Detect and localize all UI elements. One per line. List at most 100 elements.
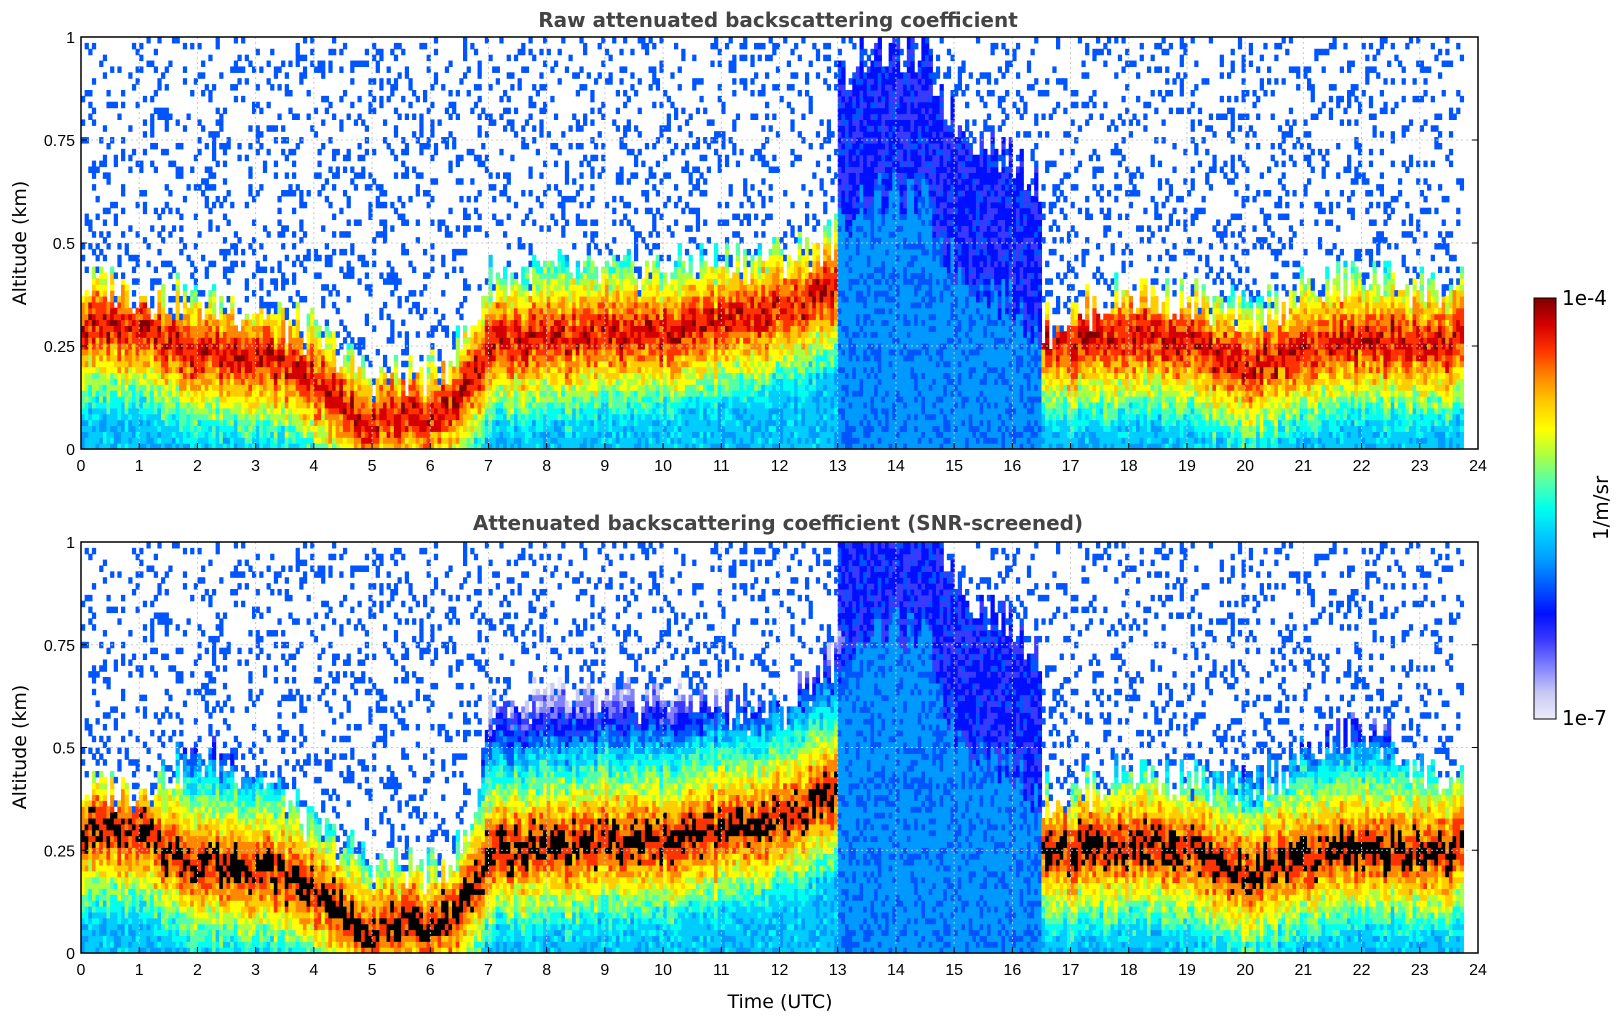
- heatmap-cell: [245, 55, 249, 61]
- heatmap-cell: [230, 361, 234, 367]
- heatmap-cell: [281, 331, 285, 337]
- heatmap-cell: [321, 331, 325, 337]
- heatmap-cell: [314, 355, 318, 361]
- heatmap-cell: [259, 331, 263, 337]
- heatmap-cell: [92, 278, 96, 284]
- heatmap-cell: [176, 320, 180, 326]
- heatmap-cell: [103, 72, 107, 78]
- heatmap-cell: [176, 208, 180, 214]
- heatmap-cell: [321, 402, 325, 408]
- heatmap-cell: [88, 114, 92, 120]
- heatmap-cell: [274, 420, 278, 426]
- heatmap-cell: [227, 349, 231, 355]
- heatmap-cell: [259, 108, 263, 114]
- heatmap-cell: [201, 331, 205, 337]
- heatmap-cell: [307, 431, 311, 437]
- heatmap-cell: [299, 190, 303, 196]
- heatmap-cell: [303, 425, 307, 431]
- heatmap-cell: [303, 378, 307, 384]
- heatmap-cell: [161, 431, 165, 437]
- heatmap-cell: [241, 425, 245, 431]
- heatmap-cell: [106, 314, 110, 320]
- heatmap-cell: [292, 396, 296, 402]
- heatmap-cell: [139, 337, 143, 343]
- heatmap-cell: [172, 396, 176, 402]
- heatmap-cell: [161, 390, 165, 396]
- heatmap-cell: [227, 402, 231, 408]
- heatmap-cell: [263, 331, 267, 337]
- heatmap-cell: [132, 278, 136, 284]
- heatmap-cell: [317, 425, 321, 431]
- heatmap-cell: [114, 408, 118, 414]
- heatmap-cell: [227, 361, 231, 367]
- heatmap-cell: [307, 402, 311, 408]
- heatmap-cell: [245, 331, 249, 337]
- heatmap-cell: [110, 355, 114, 361]
- heatmap-cell: [161, 108, 165, 114]
- heatmap-cell: [256, 402, 260, 408]
- heatmap-cell: [161, 384, 165, 390]
- heatmap-cell: [190, 325, 194, 331]
- heatmap-cell: [227, 267, 231, 273]
- heatmap-cell: [317, 349, 321, 355]
- heatmap-cell: [114, 349, 118, 355]
- heatmap-cell: [277, 367, 281, 373]
- heatmap-cell: [121, 331, 125, 337]
- heatmap-cell: [201, 367, 205, 373]
- heatmap-cell: [256, 414, 260, 420]
- heatmap-cell: [85, 420, 89, 426]
- heatmap-cell: [106, 337, 110, 343]
- heatmap-cell: [241, 261, 245, 267]
- heatmap-cell: [110, 290, 114, 296]
- heatmap-cell: [197, 184, 201, 190]
- heatmap-cell: [241, 337, 245, 343]
- heatmap-cell: [161, 325, 165, 331]
- heatmap-cell: [237, 408, 241, 414]
- heatmap-cell: [212, 390, 216, 396]
- heatmap-cell: [296, 378, 300, 384]
- heatmap-cell: [292, 408, 296, 414]
- heatmap-cell: [208, 396, 212, 402]
- heatmap-cell: [299, 349, 303, 355]
- heatmap-cell: [245, 314, 249, 320]
- heatmap-cell: [99, 420, 103, 426]
- heatmap-cell: [85, 296, 89, 302]
- heatmap-cell: [139, 425, 143, 431]
- heatmap-cell: [270, 390, 274, 396]
- heatmap-cell: [230, 325, 234, 331]
- heatmap-cell: [165, 408, 169, 414]
- heatmap-cell: [172, 296, 176, 302]
- heatmap-cell: [176, 355, 180, 361]
- heatmap-cell: [117, 296, 121, 302]
- heatmap-cell: [96, 425, 100, 431]
- heatmap-cell: [277, 219, 281, 225]
- heatmap-cell: [88, 408, 92, 414]
- heatmap-cell: [205, 331, 209, 337]
- heatmap-cell: [110, 420, 114, 426]
- heatmap-cell: [110, 367, 114, 373]
- heatmap-cell: [128, 437, 132, 443]
- heatmap-cell: [117, 337, 121, 343]
- heatmap-cell: [165, 314, 169, 320]
- heatmap-cell: [216, 390, 220, 396]
- heatmap-cell: [128, 378, 132, 384]
- heatmap-cell: [99, 396, 103, 402]
- heatmap-cell: [248, 125, 252, 131]
- heatmap-cell: [201, 361, 205, 367]
- heatmap-cell: [212, 325, 216, 331]
- heatmap-cell: [132, 320, 136, 326]
- figure: Raw attenuated backscattering coefficien…: [0, 0, 1621, 1020]
- heatmap-cell: [187, 314, 191, 320]
- heatmap-cell: [85, 431, 89, 437]
- heatmap-cell: [96, 355, 100, 361]
- heatmap-cell: [216, 325, 220, 331]
- heatmap-cell: [292, 349, 296, 355]
- heatmap-cell: [143, 314, 147, 320]
- heatmap-cell: [165, 420, 169, 426]
- heatmap-cell: [216, 37, 220, 43]
- heatmap-cell: [303, 231, 307, 237]
- heatmap-cell: [176, 390, 180, 396]
- heatmap-cell: [96, 414, 100, 420]
- heatmap-cell: [223, 408, 227, 414]
- heatmap-cell: [114, 331, 118, 337]
